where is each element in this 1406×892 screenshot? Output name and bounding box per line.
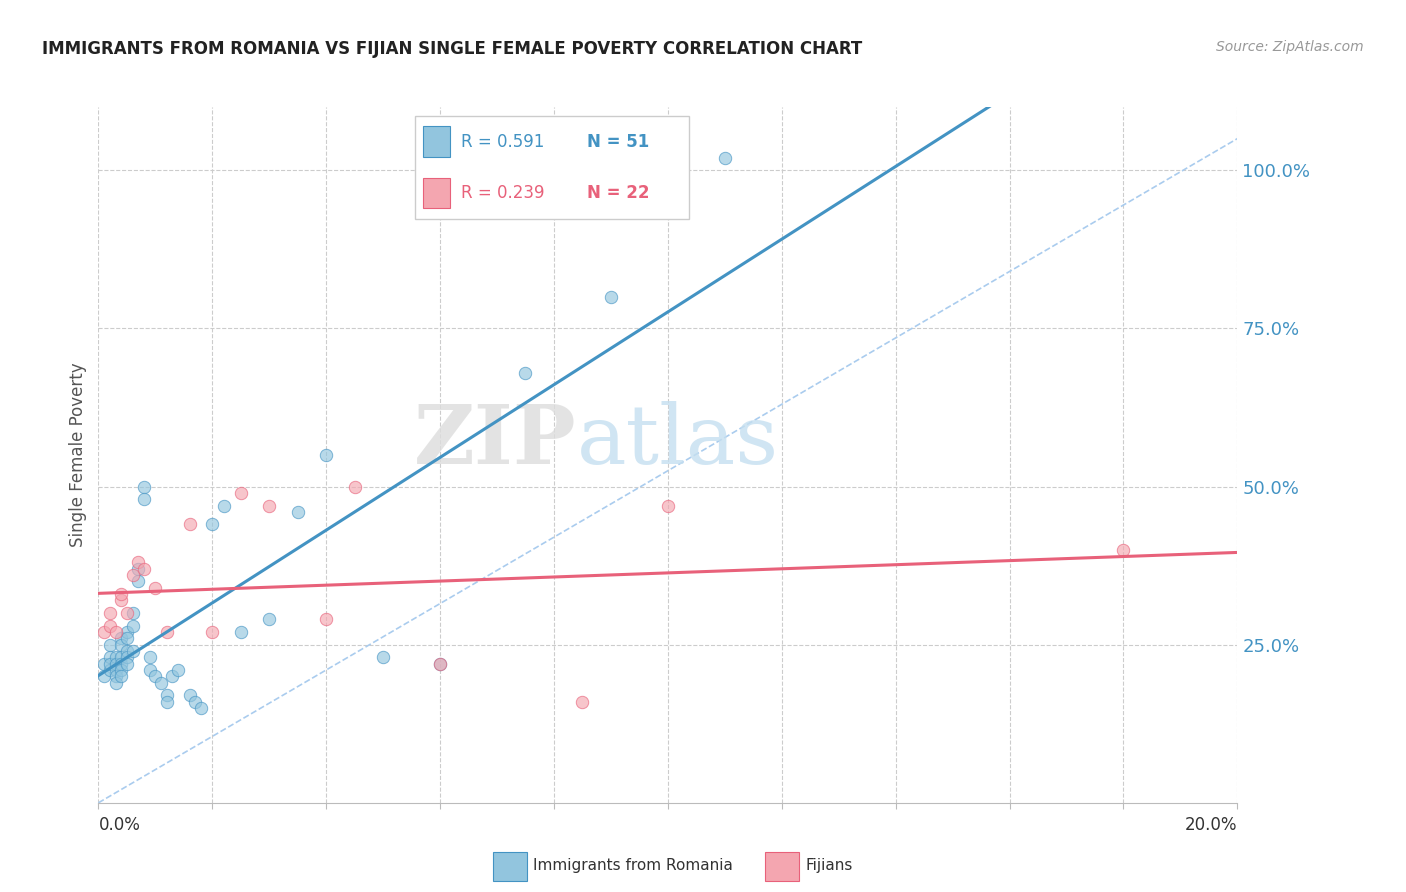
Point (184, 695, 207, 709)
Point (98, 638, 121, 652)
Point (110, 663, 132, 677)
Point (115, 657, 138, 671)
Point (104, 663, 127, 677)
Point (127, 556, 149, 570)
Point (104, 675, 127, 690)
Point (127, 574, 149, 589)
FancyBboxPatch shape (415, 116, 689, 219)
Point (138, 663, 160, 677)
Point (98, 650, 121, 665)
FancyBboxPatch shape (423, 178, 450, 208)
Point (167, 663, 190, 677)
Point (156, 695, 179, 709)
Point (110, 669, 132, 683)
Point (98, 606, 121, 620)
Point (229, 625, 252, 640)
Point (115, 606, 138, 620)
Point (179, 517, 201, 532)
Point (315, 612, 337, 626)
Point (179, 688, 201, 702)
Point (132, 492, 155, 507)
Point (600, 290, 623, 304)
Text: 20.0%: 20.0% (1185, 816, 1237, 834)
Point (190, 701, 212, 715)
Point (201, 625, 224, 640)
Point (287, 505, 309, 519)
Point (212, 499, 235, 513)
FancyBboxPatch shape (492, 852, 527, 881)
Point (104, 657, 127, 671)
Point (93, 657, 115, 671)
Point (132, 479, 155, 493)
Point (156, 625, 179, 640)
Text: R = 0.591: R = 0.591 (461, 133, 544, 151)
Point (115, 625, 138, 640)
Point (110, 632, 132, 646)
Point (115, 650, 138, 665)
Point (429, 657, 451, 671)
Point (201, 517, 224, 532)
Point (98, 618, 121, 632)
Point (110, 638, 132, 652)
Point (1112, 542, 1135, 557)
Point (657, 499, 679, 513)
Text: N = 22: N = 22 (588, 184, 650, 202)
Text: Immigrants from Romania: Immigrants from Romania (533, 858, 733, 872)
Point (259, 499, 281, 513)
Point (156, 688, 179, 702)
Text: 0.0%: 0.0% (98, 816, 141, 834)
Point (127, 562, 149, 576)
Point (93, 669, 115, 683)
Point (93, 625, 115, 640)
Point (343, 479, 366, 493)
Point (571, 695, 593, 709)
Point (259, 612, 281, 626)
FancyBboxPatch shape (423, 127, 450, 157)
Point (145, 581, 167, 595)
Point (98, 663, 121, 677)
Text: ZIP: ZIP (415, 401, 576, 481)
Text: R = 0.239: R = 0.239 (461, 184, 546, 202)
Point (373, 650, 395, 665)
Point (132, 562, 155, 576)
Point (138, 650, 160, 665)
Point (121, 568, 143, 582)
Text: N = 51: N = 51 (588, 133, 650, 151)
Point (150, 675, 173, 690)
Point (110, 593, 132, 607)
Point (429, 657, 451, 671)
Point (714, 151, 737, 165)
Point (229, 486, 252, 500)
Point (121, 618, 143, 632)
Point (110, 587, 132, 601)
Point (104, 669, 127, 683)
Point (110, 657, 132, 671)
Point (121, 606, 143, 620)
Point (162, 669, 184, 683)
Point (104, 625, 127, 640)
Point (121, 644, 143, 658)
Point (515, 366, 537, 380)
Y-axis label: Single Female Poverty: Single Female Poverty (69, 363, 87, 547)
Point (98, 657, 121, 671)
Text: IMMIGRANTS FROM ROMANIA VS FIJIAN SINGLE FEMALE POVERTY CORRELATION CHART: IMMIGRANTS FROM ROMANIA VS FIJIAN SINGLE… (42, 40, 862, 58)
Point (115, 644, 138, 658)
Text: Source: ZipAtlas.com: Source: ZipAtlas.com (1216, 40, 1364, 54)
Point (315, 448, 337, 462)
Point (115, 632, 138, 646)
Point (145, 669, 167, 683)
Text: Fijians: Fijians (806, 858, 852, 872)
FancyBboxPatch shape (765, 852, 799, 881)
Text: atlas: atlas (576, 401, 779, 481)
Point (104, 650, 127, 665)
Point (110, 650, 132, 665)
